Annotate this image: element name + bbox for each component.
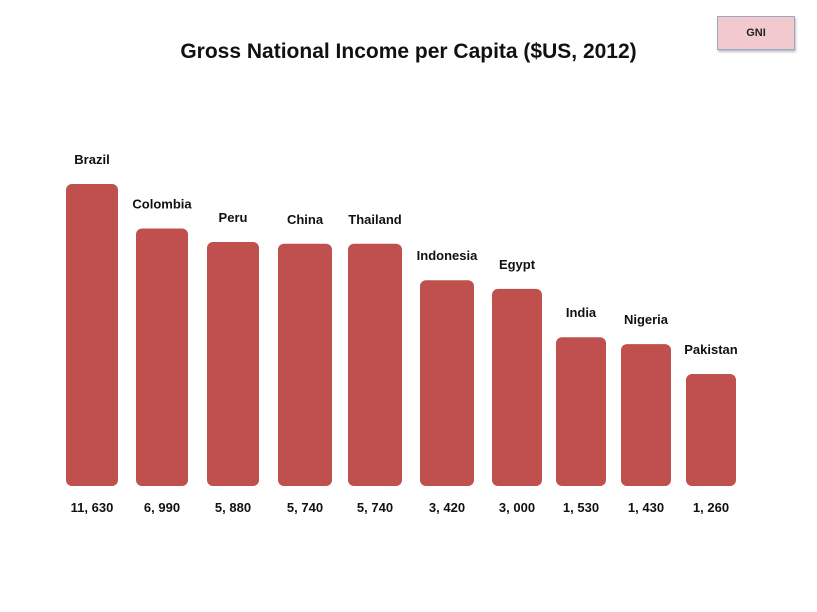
value-label-india: 1, 530 — [563, 500, 599, 515]
value-label-thailand: 5, 740 — [357, 500, 393, 515]
bar-indonesia — [420, 280, 474, 486]
category-label-colombia: Colombia — [132, 197, 192, 212]
bar-colombia — [136, 228, 188, 486]
bar-peru — [207, 241, 259, 486]
value-label-indonesia: 3, 420 — [429, 500, 465, 515]
value-label-pakistan: 1, 260 — [693, 500, 729, 515]
bar-india — [556, 337, 606, 486]
category-label-egypt: Egypt — [499, 257, 536, 272]
bar-egypt — [492, 288, 542, 486]
bar-brazil — [66, 184, 118, 486]
value-label-colombia: 6, 990 — [144, 500, 180, 515]
category-label-nigeria: Nigeria — [624, 312, 669, 327]
value-label-brazil: 11, 630 — [71, 500, 114, 515]
category-label-peru: Peru — [219, 210, 248, 225]
category-label-brazil: Brazil — [74, 152, 109, 167]
bar-nigeria — [621, 344, 671, 486]
category-label-india: India — [566, 305, 597, 320]
bar-thailand — [348, 243, 402, 486]
chart-title: Gross National Income per Capita ($US, 2… — [180, 40, 637, 63]
bar-china — [278, 243, 332, 486]
category-label-pakistan: Pakistan — [684, 342, 738, 357]
category-label-indonesia: Indonesia — [417, 248, 478, 263]
value-label-peru: 5, 880 — [215, 500, 251, 515]
bar-pakistan — [686, 374, 736, 486]
gni-badge[interactable]: GNI — [717, 16, 795, 50]
value-label-china: 5, 740 — [287, 500, 323, 515]
category-label-thailand: Thailand — [348, 212, 402, 227]
category-label-china: China — [287, 212, 324, 227]
value-label-nigeria: 1, 430 — [628, 500, 664, 515]
value-label-egypt: 3, 000 — [499, 500, 535, 515]
